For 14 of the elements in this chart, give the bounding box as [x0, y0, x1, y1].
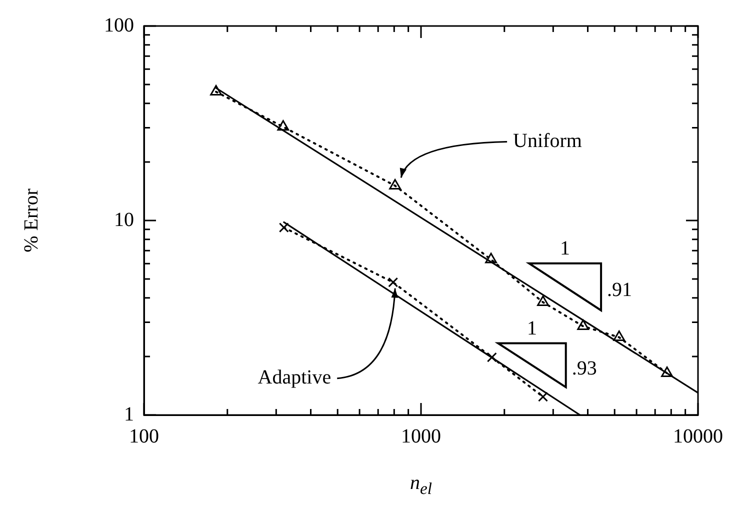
- y-tick-label: 10: [114, 208, 134, 231]
- text: Adaptive: [258, 366, 332, 389]
- x-axis-title: n$_{el}$: [408, 472, 434, 499]
- annotation: .93: [572, 357, 597, 380]
- y-tick-label: 100: [104, 14, 134, 36]
- annotation: 1: [526, 317, 537, 340]
- annotation: 1: [560, 238, 570, 260]
- y-axis-title: % Error: [20, 188, 42, 252]
- y-tick-label: 1: [124, 403, 134, 426]
- annotation: .91: [607, 279, 632, 302]
- x-tick-label: 100: [129, 425, 159, 448]
- text: Uniform: [513, 130, 582, 152]
- x-tick-label: 10000: [673, 425, 723, 448]
- x-tick-label: 1000: [401, 425, 441, 448]
